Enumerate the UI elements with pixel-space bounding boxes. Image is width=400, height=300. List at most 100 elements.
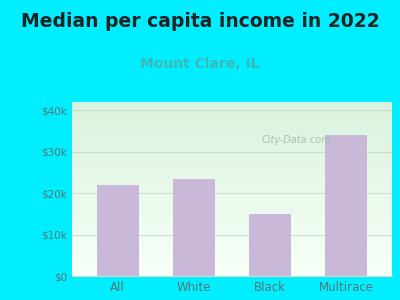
- Bar: [72, 130, 392, 132]
- Bar: [72, 133, 392, 135]
- Bar: [72, 212, 392, 213]
- Bar: [72, 156, 392, 158]
- Bar: [72, 208, 392, 210]
- Bar: [72, 173, 392, 175]
- Bar: [72, 217, 392, 219]
- Bar: [72, 146, 392, 147]
- Bar: [72, 112, 392, 114]
- Bar: [72, 241, 392, 243]
- Bar: [72, 200, 392, 201]
- Bar: [72, 213, 392, 215]
- Bar: [249, 214, 291, 276]
- Bar: [72, 168, 392, 170]
- Bar: [72, 226, 392, 227]
- Bar: [72, 194, 392, 196]
- Bar: [72, 193, 392, 194]
- Bar: [72, 165, 392, 167]
- Bar: [72, 206, 392, 208]
- Bar: [173, 178, 215, 276]
- Bar: [72, 246, 392, 248]
- Bar: [72, 144, 392, 146]
- Bar: [72, 170, 392, 172]
- Bar: [72, 116, 392, 118]
- Bar: [72, 205, 392, 206]
- Bar: [72, 219, 392, 220]
- Bar: [72, 274, 392, 276]
- Bar: [72, 121, 392, 123]
- Bar: [72, 161, 392, 163]
- Bar: [72, 106, 392, 107]
- Bar: [72, 201, 392, 203]
- Bar: [72, 245, 392, 246]
- Bar: [72, 137, 392, 139]
- Bar: [72, 254, 392, 255]
- Bar: [72, 147, 392, 149]
- Bar: [72, 267, 392, 269]
- Bar: [72, 196, 392, 198]
- Bar: [72, 152, 392, 154]
- Bar: [72, 224, 392, 226]
- Bar: [72, 262, 392, 264]
- Bar: [72, 139, 392, 140]
- Bar: [72, 107, 392, 109]
- Bar: [72, 266, 392, 267]
- Bar: [72, 126, 392, 128]
- Bar: [72, 220, 392, 222]
- Bar: [72, 238, 392, 239]
- Bar: [72, 271, 392, 272]
- Bar: [72, 189, 392, 191]
- Bar: [72, 272, 392, 274]
- Bar: [72, 236, 392, 238]
- Bar: [72, 203, 392, 205]
- Bar: [72, 124, 392, 126]
- Bar: [72, 178, 392, 180]
- Bar: [72, 239, 392, 241]
- Bar: [72, 102, 392, 104]
- Bar: [72, 255, 392, 257]
- Bar: [72, 248, 392, 250]
- Text: Median per capita income in 2022: Median per capita income in 2022: [21, 12, 379, 31]
- Bar: [72, 114, 392, 116]
- Bar: [72, 172, 392, 173]
- Bar: [72, 158, 392, 159]
- Bar: [72, 187, 392, 189]
- Bar: [72, 259, 392, 260]
- Bar: [72, 260, 392, 262]
- Bar: [72, 222, 392, 224]
- Bar: [72, 180, 392, 182]
- Bar: [72, 227, 392, 229]
- Bar: [72, 264, 392, 266]
- Bar: [72, 135, 392, 137]
- Bar: [72, 175, 392, 177]
- Bar: [97, 185, 139, 276]
- Bar: [72, 167, 392, 168]
- Bar: [72, 132, 392, 133]
- Bar: [72, 215, 392, 217]
- Bar: [72, 234, 392, 236]
- Bar: [72, 191, 392, 193]
- Bar: [72, 119, 392, 121]
- Bar: [72, 231, 392, 233]
- Bar: [72, 104, 392, 106]
- Bar: [72, 229, 392, 231]
- Bar: [72, 252, 392, 254]
- Bar: [72, 257, 392, 259]
- Bar: [72, 243, 392, 245]
- Bar: [72, 250, 392, 252]
- Bar: [72, 198, 392, 200]
- Bar: [72, 177, 392, 178]
- Bar: [72, 109, 392, 111]
- Bar: [72, 151, 392, 152]
- Text: City-Data.com: City-Data.com: [261, 135, 331, 145]
- Bar: [72, 269, 392, 271]
- Bar: [72, 182, 392, 184]
- Bar: [72, 149, 392, 151]
- Bar: [72, 111, 392, 112]
- Bar: [72, 184, 392, 185]
- Bar: [72, 185, 392, 187]
- Bar: [72, 142, 392, 144]
- Bar: [72, 210, 392, 212]
- Bar: [72, 123, 392, 124]
- Bar: [72, 154, 392, 156]
- Bar: [72, 232, 392, 234]
